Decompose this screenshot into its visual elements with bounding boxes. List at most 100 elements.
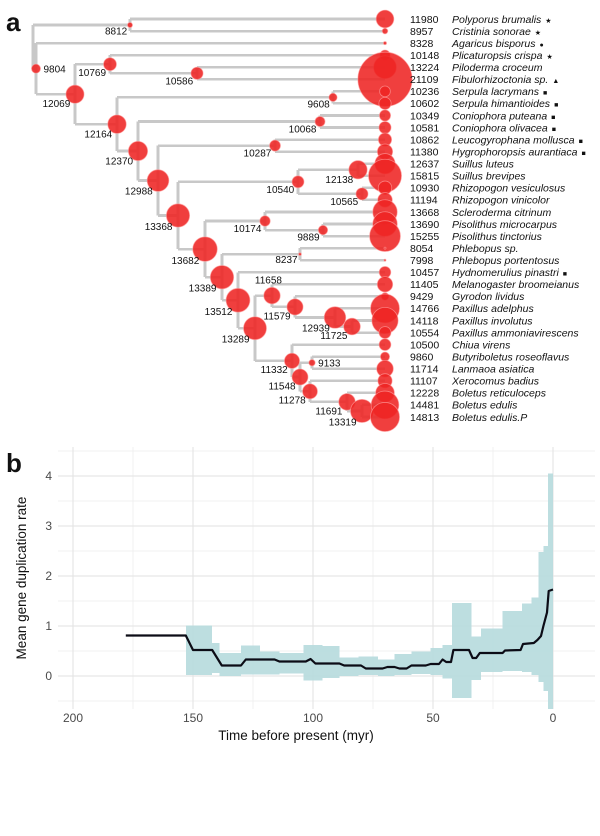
tip-species-name: Suillus luteus <box>452 159 515 171</box>
tip-species-name: Paxillus ammoniavirescens <box>452 327 579 339</box>
tip-label: 11194 Rhizopogon vinicolor <box>410 195 550 207</box>
tip-count: 11107 <box>410 376 438 388</box>
band-rect <box>279 653 304 674</box>
tip-label: 14766 Paxillus adelphus <box>410 303 534 315</box>
node-label: 12370 <box>105 156 133 167</box>
node-label: 12164 <box>84 129 112 140</box>
band-rect <box>394 654 412 675</box>
tip-count: 9860 <box>410 351 434 363</box>
tip-label: 10602 Serpula himantioides ■ <box>410 98 558 110</box>
internal-node-circle <box>355 187 369 201</box>
star-marker-icon: ★ <box>545 17 551 25</box>
tip-count: 11380 <box>410 146 439 158</box>
uncertainty-band <box>185 473 553 709</box>
x-tick-label: 200 <box>63 711 83 725</box>
node-label: 12069 <box>42 99 70 110</box>
tip-label: 11405 Melanogaster broomeianus <box>410 279 580 291</box>
tip-circle <box>381 27 389 35</box>
star-marker-icon: ★ <box>546 53 552 61</box>
node-label: 12939 <box>302 323 330 334</box>
node-label: 11278 <box>279 395 307 406</box>
tip-label: 11980 Polyporus brumalis ★ <box>410 14 552 26</box>
tip-species-name: Lanmaoa asiatica <box>452 364 534 376</box>
tip-species-name: Xerocomus badius <box>451 376 540 388</box>
y-tick-label: 0 <box>45 669 52 683</box>
tip-species-name: Boletus edulis <box>452 400 518 412</box>
node-label: 11658 <box>255 275 283 286</box>
internal-node-circle <box>103 57 117 72</box>
internal-node-circle <box>323 306 347 329</box>
internal-node-circle <box>343 317 361 336</box>
node-label: 9804 <box>44 65 67 76</box>
band-rect <box>212 643 220 673</box>
tip-count: 10862 <box>410 134 439 146</box>
tip-label: 13668 Scleroderma citrinum <box>410 207 551 219</box>
node-label: 12988 <box>125 187 153 198</box>
internal-node-circle <box>146 169 170 192</box>
x-axis-title: Time before present (myr) <box>218 728 374 743</box>
tip-species-name: Paxillus adelphus <box>452 303 534 315</box>
node-label: 13319 <box>329 417 357 428</box>
band-rect <box>339 657 359 676</box>
rate-line <box>125 588 554 670</box>
x-tick-label: 0 <box>550 711 557 725</box>
internal-node-circle <box>284 352 300 369</box>
tip-species-name: Scleroderma citrinum <box>452 207 551 219</box>
square-marker-icon: ■ <box>563 271 567 278</box>
tip-count: 14481 <box>410 400 439 412</box>
tip-count: 13668 <box>410 207 439 219</box>
tip-label: 15255 Pisolithus tinctorius <box>410 231 543 243</box>
internal-node-circle <box>291 368 309 386</box>
tip-count: 15255 <box>410 231 439 243</box>
band-rect <box>430 648 443 675</box>
tip-label: 14118 Paxillus involutus <box>410 315 533 327</box>
panel-a-label: a <box>6 7 21 37</box>
internal-node-circle <box>209 265 235 290</box>
internal-node-circle <box>314 116 326 127</box>
tip-count: 10581 <box>410 122 439 134</box>
internal-node-circle <box>243 316 267 341</box>
band-rect <box>358 656 378 675</box>
node-label: 11332 <box>261 365 289 376</box>
tip-count: 10148 <box>410 50 439 62</box>
tip-count: 13224 <box>410 62 439 74</box>
node-label: 10174 <box>234 224 262 235</box>
tip-circle <box>378 338 392 351</box>
tip-species-name: Serpula himantioides <box>452 98 551 110</box>
tip-label: 13224 Piloderma croceum <box>410 62 543 74</box>
band-rect <box>521 603 532 672</box>
node-label: 9608 <box>308 100 331 111</box>
tip-circle <box>383 258 387 262</box>
internal-node-circle <box>302 383 318 400</box>
tip-species-name: Hydnomerulius pinastri <box>452 267 559 279</box>
tip-label: 10581 Coniophora olivacea ■ <box>410 122 556 134</box>
x-tick-label: 100 <box>303 711 323 725</box>
tip-label: 14813 Boletus edulis.P <box>410 412 527 424</box>
triangle-marker-icon: ▲ <box>552 78 559 85</box>
internal-node-circle <box>317 224 329 236</box>
tip-label: 21109 Fibulorhizoctonia sp. ▲ <box>410 74 559 86</box>
internal-node-circle <box>127 22 133 28</box>
tip-count: 10349 <box>410 110 439 122</box>
internal-node-circle <box>259 215 271 227</box>
tip-count: 14766 <box>410 303 439 315</box>
tip-species-name: Phlebopus portentosus <box>452 255 560 267</box>
tip-species-name: Coniophora puteana <box>452 110 547 122</box>
tip-label: 15815 Suillus brevipes <box>410 171 526 183</box>
tip-circle <box>378 121 392 135</box>
band-rect <box>411 651 431 674</box>
tip-count: 11194 <box>410 195 438 207</box>
tip-count: 12637 <box>410 159 439 171</box>
tip-label: 7998 Phlebopus portentosus <box>410 255 560 267</box>
tip-species-name: Hygrophoropsis aurantiaca <box>452 146 578 158</box>
node-label: 11725 <box>320 331 348 342</box>
star-marker-icon: ★ <box>535 29 541 37</box>
tip-count: 14118 <box>410 315 439 327</box>
internal-node-circle <box>291 175 305 189</box>
band-rect <box>322 646 340 678</box>
node-label: 10068 <box>289 124 317 135</box>
tip-species-name: Pisolithus microcarpus <box>452 219 558 231</box>
tip-label: 10554 Paxillus ammoniavirescens <box>410 327 579 339</box>
